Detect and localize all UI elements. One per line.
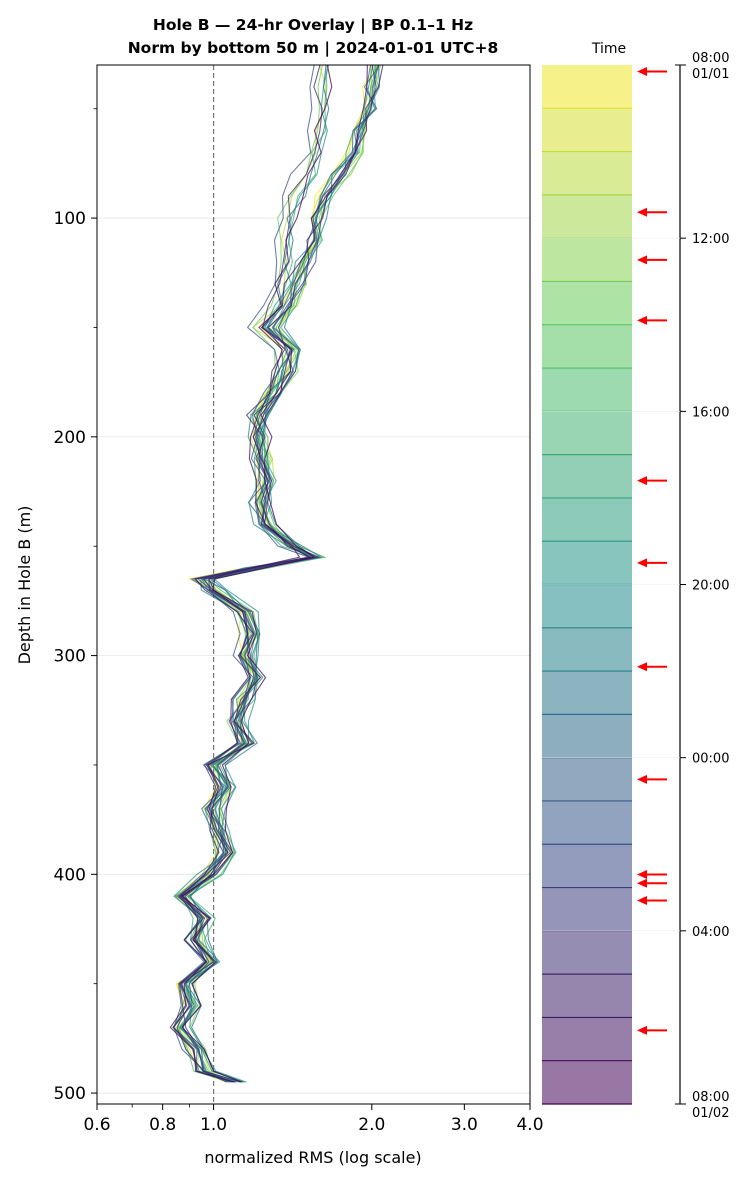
colorbar-segment (542, 238, 632, 282)
event-arrow-head (637, 66, 647, 76)
colorbar-segment (542, 930, 632, 975)
x-tick-label: 2.0 (358, 1115, 385, 1135)
colorbar-segment (542, 65, 632, 109)
axes: 0.6 0.8 1.0 2.0 3.0 4.0 100 200 300 400 500 (54, 64, 544, 1135)
x-tick-label: 0.8 (149, 1115, 176, 1135)
event-arrow-head (637, 662, 647, 672)
x-tick-label: 3.0 (451, 1115, 478, 1135)
series-line (180, 64, 333, 1083)
y-tick-label: 500 (54, 1084, 86, 1104)
colorbar-segment (542, 800, 632, 845)
colorbar-segment (542, 844, 632, 888)
time-tick-label: 20:00 (692, 579, 729, 594)
colorbar-segment (542, 757, 632, 801)
colorbar-segment (542, 671, 632, 715)
series-line (173, 64, 379, 1083)
event-arrow-head (637, 1025, 647, 1035)
series-line (175, 64, 373, 1083)
series-line (181, 64, 380, 1083)
colorbar-segment (542, 194, 632, 239)
colorbar-segment (542, 108, 632, 152)
colorbar-label: Time (591, 41, 626, 57)
plot-area (97, 64, 530, 1104)
x-tick-label: 1.0 (200, 1115, 227, 1135)
y-axis-label: Depth in Hole B (m) (15, 506, 34, 665)
colorbar-segment (542, 497, 632, 542)
event-markers (637, 66, 667, 1035)
event-arrow-head (637, 896, 647, 906)
time-tick-label: 08:00 (692, 1090, 729, 1105)
event-arrow-head (637, 558, 647, 568)
event-arrow-head (637, 315, 647, 325)
series-line (179, 64, 377, 1083)
colorbar-segment (542, 281, 632, 325)
time-tick-label: 04:00 (692, 925, 729, 940)
x-axis-label: normalized RMS (log scale) (204, 1148, 421, 1167)
series-line (185, 64, 330, 1083)
event-arrow-head (637, 476, 647, 486)
chart-title-line-2: Norm by bottom 50 m | 2024-01-01 UTC+8 (128, 39, 499, 58)
y-tick-label: 200 (54, 428, 86, 448)
series-line (179, 64, 381, 1083)
colorbar-segment (542, 541, 632, 585)
time-tick-label: 08:00 (692, 51, 729, 66)
series-line (172, 64, 379, 1083)
axes-frame (96, 64, 531, 1105)
colorbar-segment (542, 974, 632, 1018)
series-line (188, 64, 330, 1083)
colorbar-segment (542, 584, 632, 628)
time-tick-label: 12:00 (692, 232, 729, 247)
series-line (181, 64, 379, 1083)
y-tick-label: 400 (54, 865, 86, 885)
event-arrow-head (637, 774, 647, 784)
colorbar-segment (542, 1060, 632, 1104)
series-line (172, 64, 384, 1083)
time-tick-label: 01/01 (692, 67, 729, 82)
event-arrow-head (637, 870, 647, 880)
colorbar-segment (542, 454, 632, 498)
y-tick-label: 300 (54, 647, 86, 667)
chart-title-line-1: Hole B — 24-hr Overlay | BP 0.1–1 Hz (153, 16, 473, 35)
event-arrow-head (637, 878, 647, 888)
time-tick-label: 00:00 (692, 752, 729, 767)
event-arrow-head (637, 255, 647, 265)
time-tick-label: 16:00 (692, 405, 729, 420)
y-tick-label: 100 (54, 209, 86, 229)
colorbar-segment (542, 714, 632, 758)
series-line (173, 64, 315, 1083)
colorbar-segment (542, 368, 632, 412)
colorbar-segment (542, 324, 632, 369)
event-arrow-head (637, 207, 647, 217)
x-tick-label: 0.6 (83, 1115, 110, 1135)
colorbar-segment (542, 411, 632, 455)
colorbar-segment (542, 887, 632, 931)
time-tick-label: 01/02 (692, 1106, 729, 1121)
colorbar-segment (542, 627, 632, 672)
colorbar-segment (542, 1017, 632, 1061)
series-line (169, 64, 368, 1083)
x-tick-label: 4.0 (516, 1115, 543, 1135)
colorbar-segment (542, 151, 632, 195)
time-axis: 08:0001/0112:0016:0020:0000:0004:0008:00… (542, 51, 729, 1121)
